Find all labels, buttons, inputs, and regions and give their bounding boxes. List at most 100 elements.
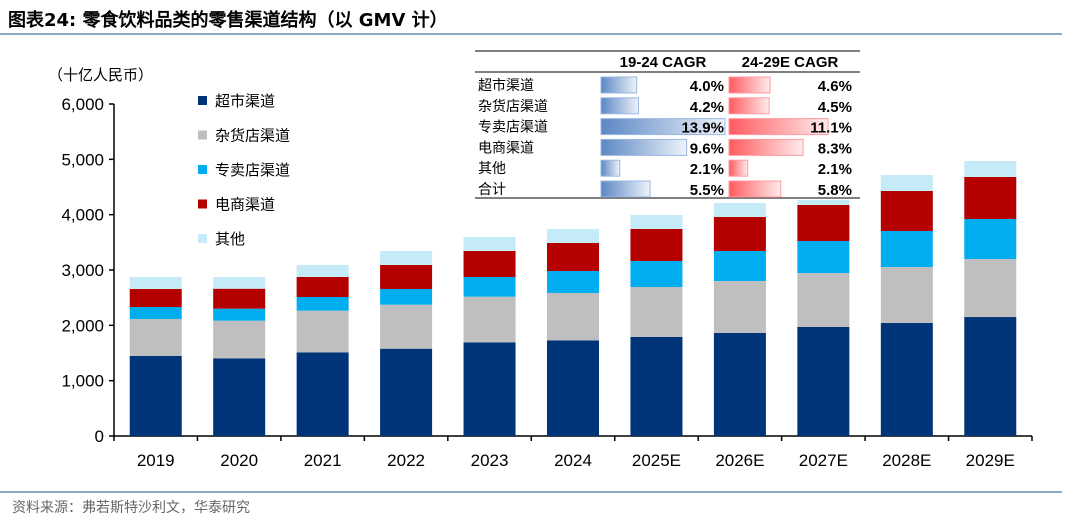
cagr-bar-24-29	[728, 118, 829, 136]
x-tick-label: 2024	[554, 451, 592, 470]
bar-segment	[213, 288, 266, 309]
bar-segment	[547, 270, 599, 293]
x-tick-label: 2021	[304, 451, 342, 470]
y-axis-unit: （十亿人民币）	[48, 66, 153, 84]
x-tick-label: 2022	[387, 451, 425, 470]
bar-segment	[547, 292, 599, 341]
bar-segment	[296, 310, 349, 353]
bar-segment	[713, 216, 766, 251]
bar-segment	[129, 307, 182, 319]
cagr-value-24-29: 11.1%	[810, 120, 852, 137]
cagr-bar-24-29	[728, 180, 782, 198]
cagr-value-24-29: 5.8%	[818, 182, 852, 199]
bar-segment	[964, 160, 1017, 177]
legend-label: 电商渠道	[215, 196, 275, 214]
x-tick-label: 2029E	[966, 451, 1015, 470]
bar-segment	[797, 272, 850, 327]
bar-segment	[380, 250, 433, 265]
bar-segment	[129, 355, 182, 436]
cagr-bar-19-24	[600, 138, 688, 156]
cagr-bar-24-29	[728, 97, 770, 115]
table-row-label: 电商渠道	[478, 140, 534, 156]
bar-segment	[463, 276, 516, 297]
table-row-label: 杂货店渠道	[478, 98, 548, 115]
cagr-bar-19-24	[600, 76, 638, 94]
x-tick-label: 2020	[220, 451, 258, 470]
table-header: 24-29E CAGR	[742, 54, 839, 71]
bar-segment	[630, 228, 683, 261]
bar-segment	[463, 236, 516, 251]
cagr-value-19-24: 4.0%	[690, 78, 724, 95]
x-tick-label: 2023	[471, 451, 509, 470]
bar-segment	[630, 260, 683, 287]
bar-segment	[380, 288, 433, 305]
x-tick-label: 2025E	[632, 451, 681, 470]
bar-segment	[630, 286, 683, 337]
cagr-value-19-24: 9.6%	[690, 140, 724, 157]
bar-segment	[296, 352, 349, 436]
bar-segment	[380, 304, 433, 349]
y-tick-label: 2,000	[61, 316, 104, 335]
bar-segment	[129, 276, 182, 289]
bar-segment	[713, 332, 766, 436]
x-tick-label: 2028E	[882, 451, 931, 470]
bar-segment	[463, 342, 516, 436]
legend-swatch	[198, 199, 207, 209]
y-tick-label: 6,000	[61, 95, 104, 114]
x-tick-label: 2027E	[799, 451, 848, 470]
bar-segment	[964, 317, 1017, 436]
table-header: 19-24 CAGR	[620, 54, 707, 71]
x-tick-label: 2019	[137, 451, 175, 470]
legend-label: 其他	[215, 230, 245, 248]
legend-label: 杂货店渠道	[215, 127, 290, 145]
bar-segment	[213, 358, 266, 436]
cagr-value-24-29: 4.5%	[818, 99, 852, 116]
bar-segment	[964, 176, 1017, 219]
bar-segment	[880, 230, 933, 268]
bar-segment	[713, 250, 766, 282]
bar-segment	[213, 320, 266, 359]
cagr-bar-19-24	[600, 118, 726, 136]
legend-swatch	[198, 130, 207, 140]
bar-segment	[964, 258, 1017, 318]
title-divider	[0, 33, 1062, 35]
bar-segment	[213, 276, 266, 289]
cagr-value-19-24: 2.1%	[690, 161, 724, 178]
cagr-value-19-24: 13.9%	[681, 120, 724, 137]
bar-segment	[713, 202, 766, 217]
cagr-bar-19-24	[600, 180, 651, 198]
x-tick-label: 2026E	[715, 451, 764, 470]
table-row-label: 超市渠道	[478, 77, 534, 94]
bar-segment	[547, 340, 599, 436]
bar-segment	[797, 241, 850, 273]
bar-segment	[296, 264, 349, 277]
bar-segment	[880, 323, 933, 436]
cagr-value-24-29: 8.3%	[818, 140, 852, 157]
cagr-bar-19-24	[600, 97, 639, 115]
bar-segment	[213, 308, 266, 321]
legend-label: 专卖店渠道	[215, 161, 290, 179]
legend-swatch	[198, 165, 207, 174]
y-tick-label: 4,000	[61, 206, 104, 225]
bar-segment	[547, 228, 599, 243]
bar-segment	[129, 318, 182, 356]
table-row-label: 其他	[478, 161, 506, 177]
bar-segment	[880, 190, 933, 231]
bar-segment	[880, 174, 933, 191]
legend-label: 超市渠道	[215, 92, 275, 110]
bar-segment	[964, 218, 1017, 259]
bar-segment	[630, 214, 683, 229]
bar-segment	[380, 348, 433, 436]
y-tick-label: 3,000	[61, 261, 104, 280]
cagr-value-24-29: 2.1%	[818, 161, 852, 178]
y-tick-label: 5,000	[61, 150, 104, 169]
cagr-bar-24-29	[728, 159, 749, 177]
bar-segment	[463, 296, 516, 343]
bar-segment	[296, 276, 349, 298]
bar-segment	[296, 297, 349, 311]
cagr-bar-24-29	[728, 138, 804, 156]
y-tick-label: 0	[95, 427, 104, 446]
bar-segment	[713, 281, 766, 333]
